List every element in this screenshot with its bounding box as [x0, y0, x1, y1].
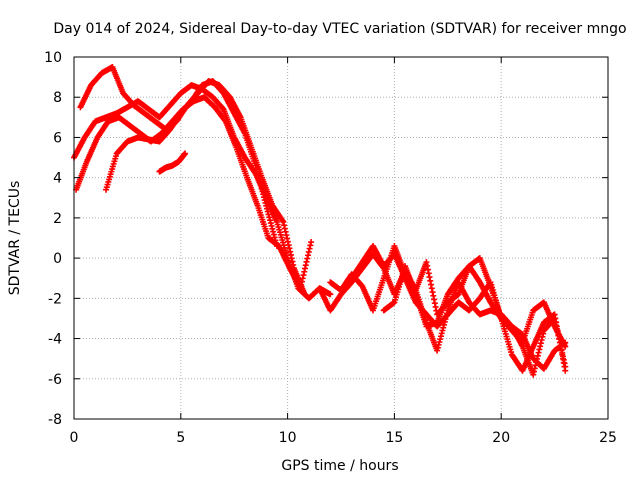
axis-ticks: 0 5 10 15 20 25 -8 -6 -4 -2 0 2 4 6 8 10 [44, 50, 617, 446]
data-point [301, 291, 308, 298]
data-points [71, 64, 569, 378]
x-tick-label: 5 [176, 430, 185, 446]
x-axis-label: GPS time / hours [281, 458, 398, 474]
series-track-5 [156, 150, 189, 175]
y-tick-label: 0 [53, 251, 62, 267]
y-tick-label: -4 [48, 332, 62, 348]
x-tick-label: 20 [492, 430, 510, 446]
x-tick-label: 0 [70, 430, 79, 446]
y-axis-label: SDTVAR / TECUs [7, 181, 23, 296]
plot-frame [73, 56, 609, 420]
y-tick-label: 2 [53, 211, 62, 227]
chart-title: Day 014 of 2024, Sidereal Day-to-day VTE… [53, 21, 626, 37]
x-tick-label: 25 [599, 430, 617, 446]
y-tick-label: -6 [48, 372, 62, 388]
x-tick-label: 10 [279, 430, 297, 446]
data-point [273, 243, 280, 250]
series-track-4 [103, 78, 280, 250]
y-tick-label: 4 [53, 171, 62, 187]
y-tick-label: 6 [53, 130, 62, 146]
y-tick-label: 8 [53, 90, 62, 106]
series-track-9 [380, 255, 569, 350]
x-tick-label: 15 [385, 430, 403, 446]
y-tick-label: 10 [44, 50, 62, 66]
y-tick-label: -2 [48, 291, 62, 307]
data-point [182, 150, 189, 157]
y-tick-label: -8 [48, 412, 62, 428]
data-point [327, 291, 334, 298]
data-point [562, 363, 569, 370]
data-point [562, 343, 569, 350]
data-point [308, 239, 315, 246]
